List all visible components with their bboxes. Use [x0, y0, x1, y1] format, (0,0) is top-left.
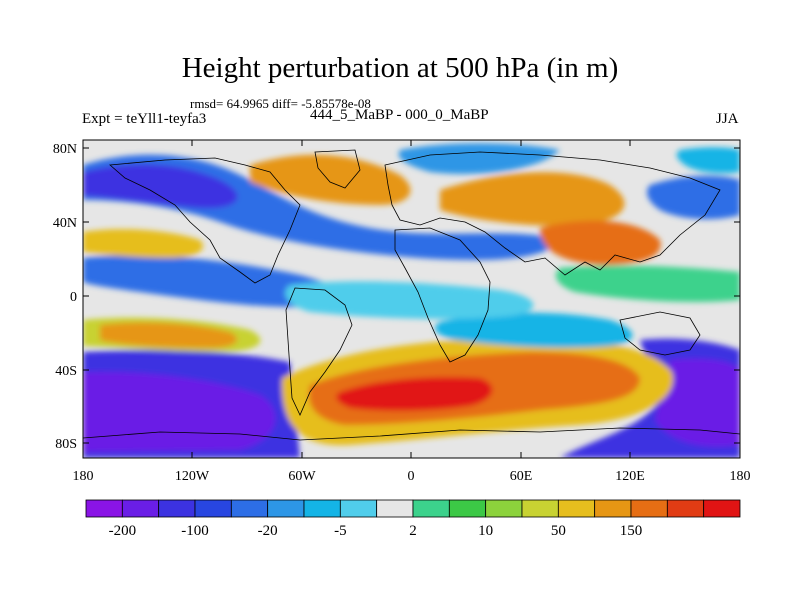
positive-anomaly-central-asia — [540, 220, 661, 265]
experiment-label: Expt = teYll1-teyfa3 — [82, 111, 207, 127]
positive-anomaly-north-atlantic — [250, 154, 411, 205]
colorbar-swatch — [194, 499, 232, 518]
lon-tick-label: 120E — [615, 469, 645, 484]
map-field — [83, 140, 740, 458]
colorbar-label: 50 — [551, 523, 566, 539]
colorbar-swatch — [230, 499, 269, 518]
colorbar-label: -20 — [258, 523, 278, 539]
longitude-labels: 180 120W 60W 0 60E 120E 180 — [73, 469, 751, 484]
colorbar-swatch — [594, 499, 632, 518]
colorbar-label: 2 — [409, 523, 417, 539]
plot-title: Height perturbation at 500 hPa (in m) — [181, 52, 619, 84]
coastline-eurasia — [384, 151, 721, 276]
lat-tick-label: 40S — [55, 364, 77, 379]
negative-anomaly-northeast-pacific — [647, 175, 740, 220]
colorbar-swatch — [376, 499, 414, 518]
positive-anomaly-north-america-west — [83, 229, 204, 258]
lat-tick-label: 40N — [53, 216, 77, 231]
colorbar-swatch — [303, 499, 341, 518]
colorbar-swatch — [85, 499, 123, 518]
colorbar-label: -5 — [334, 523, 347, 539]
colorbar-swatch — [339, 499, 378, 518]
lon-tick-label: 180 — [73, 469, 94, 484]
colorbar-swatch — [485, 499, 523, 518]
colorbar-swatch — [630, 499, 668, 518]
coastline-australia — [619, 311, 701, 356]
lon-tick-label: 60E — [510, 469, 533, 484]
colorbar-label: -200 — [109, 523, 137, 539]
weak-negative-anomaly-tropics — [285, 281, 534, 319]
lat-tick-label: 80N — [53, 142, 77, 157]
colorbar-swatch — [158, 499, 196, 518]
coastline-antarctica — [83, 427, 740, 441]
colorbar-swatch — [121, 499, 160, 518]
coastline-greenland — [314, 149, 361, 189]
weak-negative-anomaly-south-indian — [435, 312, 633, 348]
coastline-south-america — [285, 287, 353, 416]
colorbar-swatch — [666, 499, 705, 518]
weak-negative-anomaly-arctic — [398, 143, 560, 174]
coastline-africa — [394, 227, 491, 363]
colorbar-swatch — [557, 499, 596, 518]
latitude-labels: 80N 40N 0 40S 80S — [53, 142, 77, 452]
strong-negative-anomaly-southeast — [655, 358, 740, 447]
strong-negative-anomaly-south-pacific — [83, 371, 276, 452]
colorbar-swatch — [267, 499, 305, 518]
colorbar-swatch — [448, 499, 487, 518]
colorbar-label: 10 — [478, 523, 493, 539]
lon-tick-label: 60W — [288, 469, 316, 484]
weak-positive-anomaly-indian — [555, 265, 740, 303]
colorbar-swatch — [412, 499, 450, 518]
lon-tick-label: 120W — [175, 469, 210, 484]
colorbar — [85, 499, 741, 518]
season-label: JJA — [716, 111, 739, 127]
weak-negative-anomaly-northeast — [676, 147, 740, 174]
colorbar-label: -100 — [181, 523, 209, 539]
positive-anomaly-eurasia — [440, 172, 625, 226]
lat-tick-label: 80S — [55, 437, 77, 452]
lat-tick-label: 0 — [70, 290, 77, 305]
coastlines — [83, 149, 740, 441]
lon-tick-label: 180 — [730, 469, 751, 484]
colorbar-label: 150 — [620, 523, 643, 539]
colorbar-swatch — [521, 499, 559, 518]
rmsd-diff-stats: rmsd= 64.9965 diff= -5.85578e-08 — [190, 96, 371, 111]
coastline-north-america — [109, 157, 301, 284]
peak-positive-anomaly-south-atlantic — [336, 376, 493, 411]
period-label: 444_5_MaBP - 000_0_MaBP — [310, 107, 489, 123]
positive-anomaly-southwest-pacific — [100, 322, 238, 348]
colorbar-labels: -200 -100 -20 -5 2 10 50 150 — [109, 523, 643, 539]
longitude-tick-marks — [82, 140, 741, 458]
negative-anomaly-tropical-pacific — [83, 255, 345, 308]
latitude-tick-marks — [83, 147, 740, 444]
lon-tick-label: 0 — [408, 469, 415, 484]
colorbar-swatch — [703, 499, 741, 518]
